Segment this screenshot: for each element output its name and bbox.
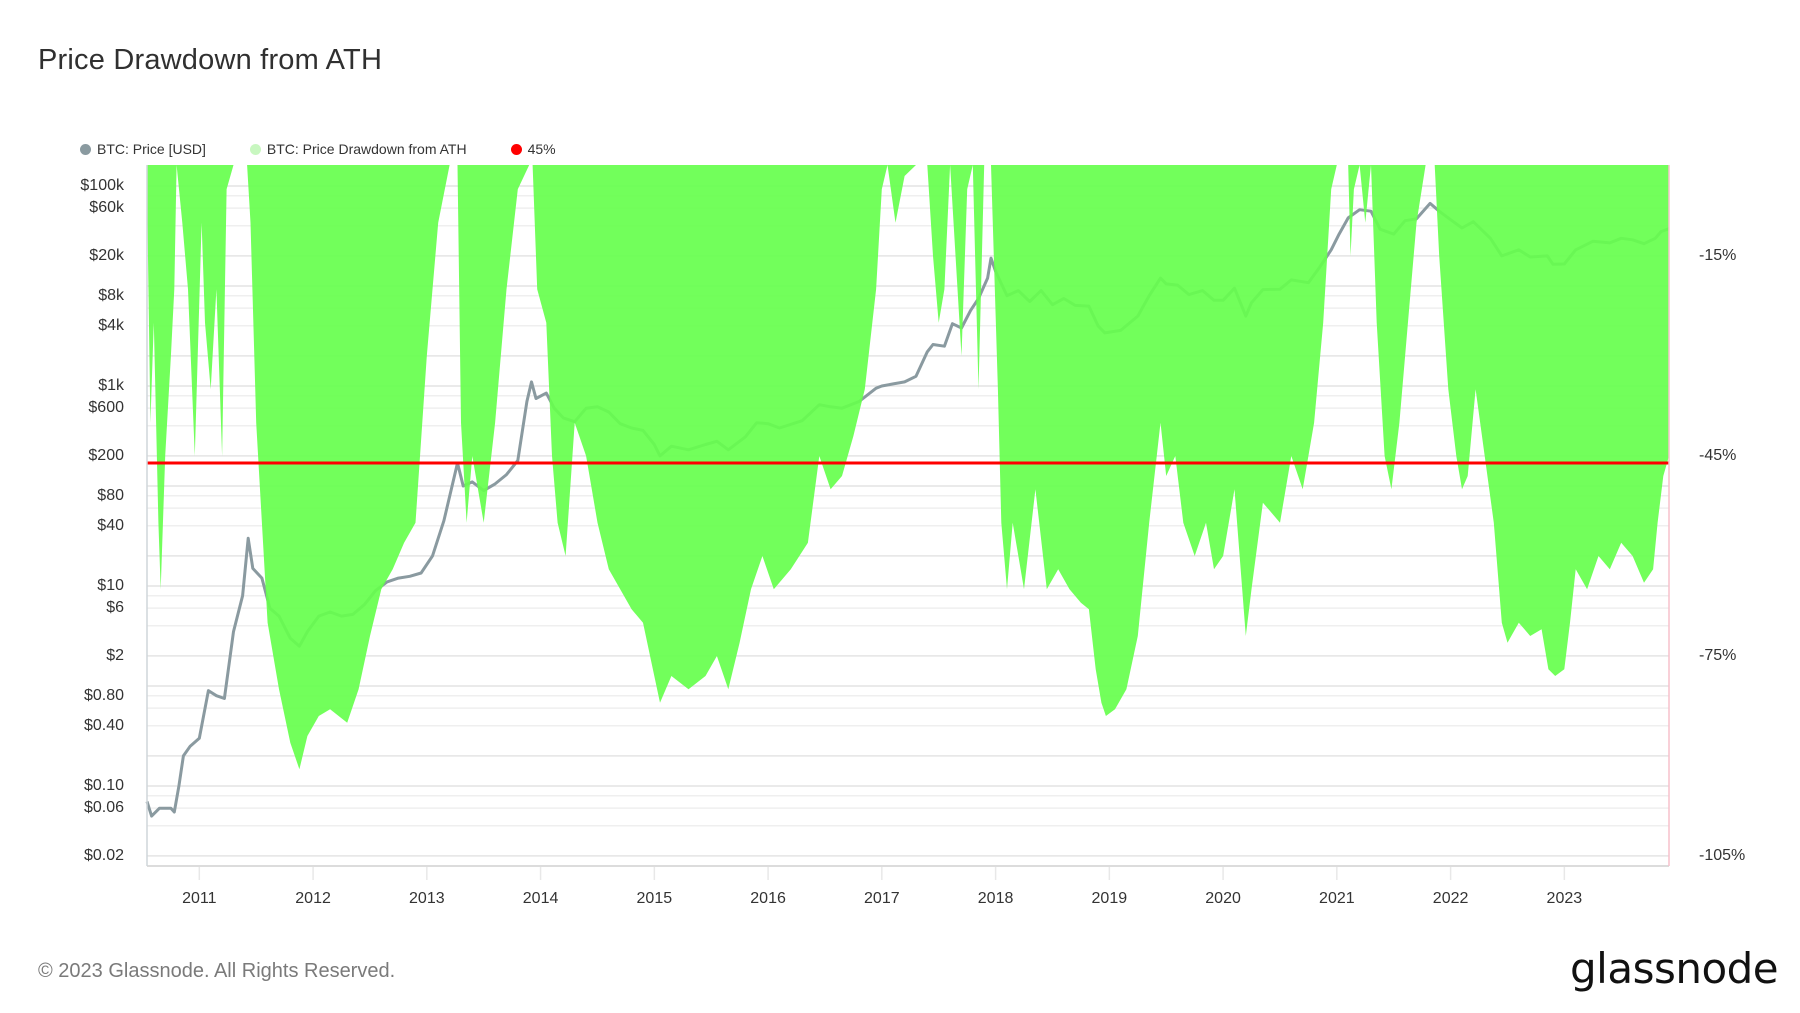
y-left-tick-label: $0.02 [83, 846, 124, 864]
y-left-tick-label: $200 [88, 446, 124, 464]
y-left-tick-label: $2 [106, 646, 124, 664]
y-left-tick-label: $10 [97, 577, 124, 594]
y-left-tick-label: $1k [98, 377, 124, 394]
x-tick-label: 2011 [182, 890, 217, 907]
legend: BTC: Price [USD] BTC: Price Drawdown fro… [80, 141, 600, 157]
y-left-tick-label: $6 [106, 599, 124, 617]
y-left-tick-label: $0.80 [83, 686, 124, 704]
red-dot-icon [510, 143, 522, 155]
light-green-dot-icon [249, 143, 261, 155]
y-left-tick-label: $0.10 [83, 777, 124, 794]
legend-item-threshold[interactable]: 45% [510, 141, 556, 157]
y-right-tick-label: -105% [1699, 847, 1746, 864]
y-left-tick-label: $4k [98, 316, 124, 334]
y-left-tick-label: $20k [89, 246, 124, 264]
y-left-tick-label: $100k [80, 177, 124, 194]
copyright-footer: © 2023 Glassnode. All Rights Reserved. [38, 960, 396, 982]
y-left-tick-label: $40 [97, 516, 124, 534]
grey-dot-icon [80, 143, 91, 155]
y-right-tick-label: -75% [1699, 647, 1737, 664]
x-tick-label: 2020 [1205, 890, 1241, 907]
x-tick-label: 2023 [1546, 890, 1583, 907]
x-tick-label: 2016 [750, 890, 786, 907]
y-left-tick-label: $60k [89, 199, 124, 217]
y-right-tick-label: -15% [1699, 247, 1737, 264]
glassnode-logo: glassnode [1570, 944, 1779, 993]
x-tick-label: 2015 [636, 890, 673, 907]
y-left-tick-label: $0.40 [83, 716, 124, 734]
gridlines [147, 185, 1669, 857]
x-tick-label: 2017 [864, 890, 900, 907]
x-tick-label: 2018 [977, 890, 1014, 907]
x-tick-label: 2019 [1091, 890, 1128, 907]
y-left-tick-label: $600 [88, 399, 124, 417]
chart-title: Price Drawdown from ATH [38, 44, 383, 76]
legend-label-price: BTC: Price [USD] [97, 141, 206, 157]
x-tick-label: 2014 [522, 890, 559, 907]
drawdown-area [147, 165, 1669, 770]
x-tick-label: 2022 [1432, 890, 1469, 907]
legend-item-price[interactable]: BTC: Price [USD] [80, 141, 206, 157]
x-tick-label: 2012 [295, 890, 331, 907]
x-axis-ticks [198, 866, 1566, 880]
y-left-tick-label: $8k [98, 286, 124, 304]
legend-label-drawdown: BTC: Price Drawdown from ATH [266, 141, 467, 157]
x-tick-label: 2013 [409, 890, 445, 907]
y-right-tick-label: -45% [1699, 447, 1737, 464]
y-left-tick-label: $0.06 [83, 799, 124, 817]
x-tick-label: 2021 [1319, 890, 1355, 907]
y-left-tick-label: $80 [97, 486, 124, 504]
legend-item-drawdown[interactable]: BTC: Price Drawdown from ATH [249, 141, 467, 157]
legend-label-threshold: 45% [527, 141, 556, 157]
